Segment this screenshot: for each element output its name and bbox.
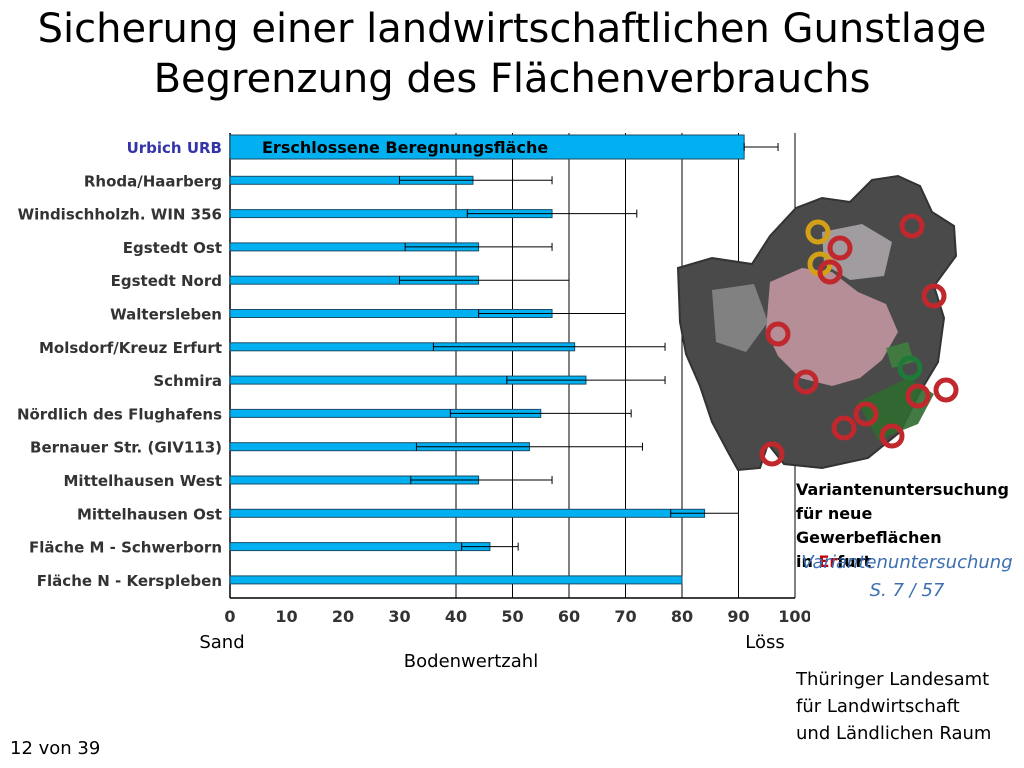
site-marker — [933, 377, 959, 403]
page-indicator: 12 von 39 — [10, 738, 101, 759]
slide-title-line1: Sicherung einer landwirtschaftlichen Gun… — [37, 6, 987, 52]
category-label: Fläche M - Schwerborn — [29, 539, 222, 557]
category-label: Bernauer Str. (GIV113) — [30, 439, 222, 457]
category-label: Fläche N - Kerspleben — [37, 572, 222, 590]
x-tick-label: 50 — [501, 607, 523, 626]
variant-note-line2: für neue Gewerbeflächen — [796, 504, 942, 547]
variant-note-line1: Variantenuntersuchung — [796, 480, 1009, 499]
x-tick-label: 10 — [275, 607, 297, 626]
category-label: Nördlich des Flughafens — [17, 405, 222, 423]
x-tick-label: 60 — [558, 607, 580, 626]
site-marker — [905, 383, 931, 409]
variant-note-line3: in Erfurt — [796, 550, 1020, 574]
site-markers — [759, 213, 959, 467]
category-label: Windischholzh. WIN 356 — [18, 206, 222, 224]
category-label: Egstedt Nord — [111, 272, 222, 290]
bar-annotation: Erschlossene Beregnungsfläche — [262, 138, 548, 157]
map-green-area — [858, 378, 934, 440]
institution-line1: Thüringer Landesamt — [796, 669, 990, 690]
category-label: Urbich URB — [127, 139, 222, 157]
x-tick-label: 100 — [778, 607, 810, 626]
x-tick-label: 30 — [388, 607, 410, 626]
site-marker — [817, 259, 843, 285]
site-marker — [793, 369, 819, 395]
site-marker — [853, 401, 879, 427]
bar — [229, 575, 683, 585]
map-urban-core — [766, 268, 898, 386]
x-tick-label: 20 — [332, 607, 354, 626]
category-label: Schmira — [153, 372, 222, 390]
variant-note-rest: furt — [837, 552, 872, 571]
variant-study-note: Variantenuntersuchung für neue Gewerbefl… — [796, 478, 1020, 574]
map-green-area-2 — [886, 342, 914, 368]
source-reference: Variantenuntersuchung S. 7 / 57 — [792, 549, 1022, 605]
institution-credit: Thüringer Landesamt für Landwirtschaft u… — [796, 666, 1020, 747]
category-label: Egstedt Ost — [123, 239, 222, 257]
institution-line2: für Landwirtschaft — [796, 696, 960, 717]
site-marker — [897, 355, 923, 381]
slide-title-line2: Begrenzung des Flächenverbrauchs — [153, 56, 871, 102]
category-label: Mittelhausen Ost — [77, 505, 222, 523]
x-tick-label: 0 — [224, 607, 235, 626]
site-marker — [831, 415, 857, 441]
site-marker — [899, 213, 925, 239]
category-label: Rhoda/Haarberg — [84, 172, 222, 190]
x-tick-label: 90 — [727, 607, 749, 626]
x-tick-label: 70 — [614, 607, 636, 626]
variant-note-red: Er — [818, 552, 838, 571]
reference-line1: Variantenuntersuchung — [801, 552, 1013, 573]
site-marker — [879, 423, 905, 449]
category-label: Mittelhausen West — [64, 472, 223, 490]
x-tick-label: 40 — [445, 607, 467, 626]
variant-note-prefix: in — [796, 552, 819, 571]
site-marker — [827, 235, 853, 261]
map-urban-west — [712, 284, 768, 352]
category-label: Molsdorf/Kreuz Erfurt — [39, 339, 222, 357]
bodenwertzahl-bar-chart: Urbich URB Erschlossene Beregnungsfläche R… — [17, 133, 810, 672]
reference-line2: S. 7 / 57 — [869, 580, 945, 601]
x-tick-label: 80 — [671, 607, 693, 626]
site-marker — [805, 219, 831, 245]
institution-line3: und Ländlichen Raum — [796, 723, 992, 744]
x-axis-right-label: Löss — [745, 632, 784, 653]
site-marker — [765, 321, 791, 347]
bar — [229, 508, 706, 518]
site-marker — [921, 283, 947, 309]
bar — [229, 542, 491, 552]
category-label: Waltersleben — [110, 306, 222, 324]
x-axis-left-label: Sand — [199, 632, 244, 653]
site-marker — [759, 441, 785, 467]
erfurt-site-map — [676, 174, 959, 472]
x-axis-title: Bodenwertzahl — [404, 651, 538, 672]
